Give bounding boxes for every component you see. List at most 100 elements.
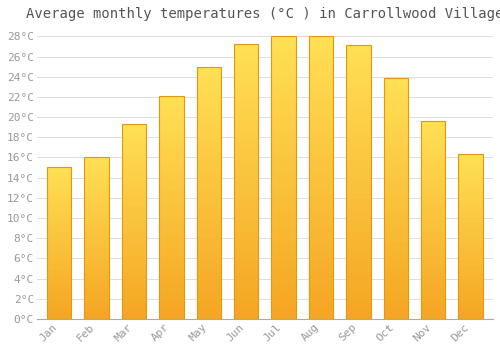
Bar [122,187,146,190]
Bar [122,198,146,202]
Bar [47,243,72,246]
Bar [421,295,446,299]
Bar [272,285,295,290]
Bar [346,226,370,231]
Bar [196,213,221,218]
Bar [309,200,333,206]
Bar [309,87,333,93]
Bar [84,206,108,209]
Bar [421,184,446,188]
Bar [84,300,108,303]
Bar [346,133,370,138]
Bar [458,224,483,227]
Bar [196,284,221,289]
Bar [346,51,370,56]
Bar [309,217,333,223]
Bar [159,145,184,149]
Bar [384,116,408,121]
Bar [309,76,333,82]
Bar [84,241,108,245]
Bar [384,140,408,145]
Bar [384,102,408,107]
Bar [346,122,370,127]
Bar [122,171,146,175]
Bar [272,155,295,161]
Bar [272,93,295,98]
Bar [159,158,184,163]
Bar [234,187,258,192]
Bar [196,107,221,112]
Bar [159,283,184,288]
Bar [47,188,72,191]
Bar [309,251,333,257]
Bar [122,253,146,257]
Bar [196,198,221,203]
Bar [458,237,483,240]
Bar [234,132,258,138]
Bar [384,198,408,203]
Bar [309,93,333,98]
Bar [421,192,446,196]
Bar [47,197,72,200]
Bar [309,110,333,116]
Bar [122,284,146,288]
Bar [234,110,258,116]
Bar [309,116,333,121]
Bar [159,203,184,208]
Bar [309,262,333,268]
Bar [122,245,146,249]
Bar [458,184,483,187]
Bar [384,169,408,174]
Bar [196,268,221,273]
Bar [84,209,108,212]
Bar [272,65,295,70]
Bar [122,280,146,284]
Bar [196,264,221,268]
Bar [384,155,408,160]
Bar [458,273,483,276]
Bar [421,220,446,224]
Bar [159,176,184,181]
Bar [84,287,108,290]
Bar [84,196,108,200]
Bar [196,183,221,188]
Bar [159,234,184,239]
Bar [384,189,408,194]
Bar [196,273,221,279]
Bar [234,220,258,226]
Bar [421,264,446,267]
Bar [84,313,108,316]
Bar [346,155,370,160]
Bar [458,276,483,279]
Bar [384,126,408,131]
Bar [272,166,295,172]
Bar [458,158,483,161]
Bar [47,261,72,264]
Bar [47,294,72,297]
Bar [272,290,295,296]
Bar [159,208,184,212]
Bar [84,248,108,251]
Bar [384,179,408,184]
Bar [47,240,72,243]
Bar [47,222,72,224]
Bar [309,155,333,161]
Bar [234,215,258,220]
Bar [84,277,108,280]
Bar [346,84,370,89]
Bar [458,181,483,184]
Bar [272,48,295,53]
Bar [309,172,333,178]
Bar [458,253,483,257]
Bar [159,190,184,194]
Bar [122,179,146,183]
Bar [84,274,108,277]
Bar [122,218,146,222]
Bar [196,299,221,304]
Bar [196,314,221,319]
Bar [346,78,370,84]
Bar [309,229,333,234]
Bar [384,314,408,319]
Bar [196,203,221,208]
Bar [159,109,184,114]
